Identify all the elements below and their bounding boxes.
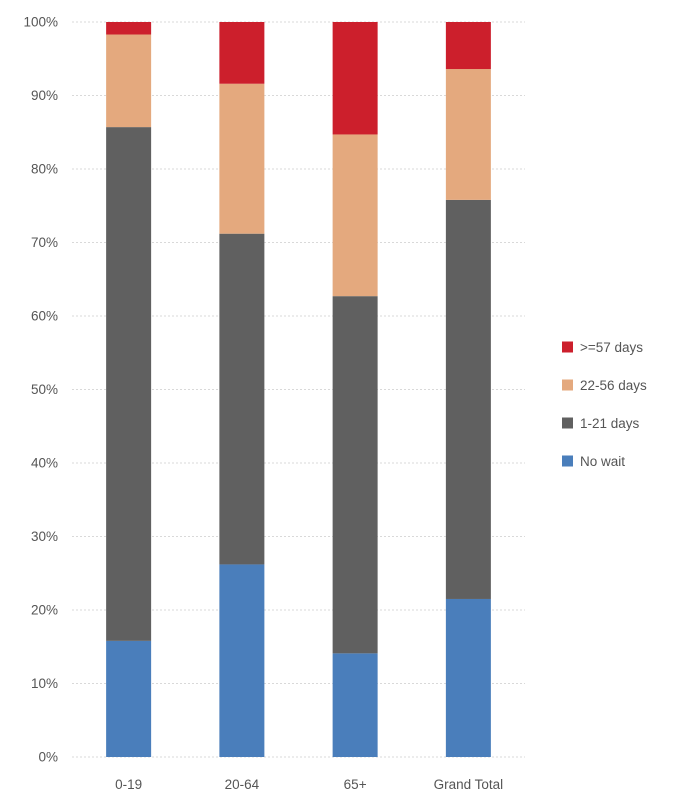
legend: >=57 days 22-56 days 1-21 days No wait [562, 340, 647, 469]
legend-swatch [562, 379, 573, 391]
y-tick-label: 10% [31, 676, 58, 691]
bar-segment [445, 598, 491, 757]
y-tick-label: 30% [31, 529, 58, 544]
legend-swatch [562, 455, 573, 467]
y-tick-label: 60% [31, 309, 58, 324]
legend-label: No wait [580, 454, 625, 469]
y-tick-label: 0% [38, 750, 58, 765]
legend-label: 22-56 days [580, 378, 647, 393]
x-tick-label: 0-19 [115, 777, 142, 792]
legend-label: 1-21 days [580, 416, 640, 431]
bar-segment [106, 34, 152, 128]
bar-segment [219, 564, 265, 757]
y-tick-label: 20% [31, 603, 58, 618]
bar-segment [445, 199, 491, 599]
bar-segment [445, 69, 491, 200]
y-tick-label: 50% [31, 382, 58, 397]
x-axis-tick-labels: 0-19 20-64 65+ Grand Total [115, 777, 503, 792]
x-tick-label: 20-64 [225, 777, 260, 792]
legend-swatch [562, 417, 573, 429]
legend-swatch [562, 341, 573, 353]
y-tick-label: 40% [31, 456, 58, 471]
x-tick-label: Grand Total [434, 777, 504, 792]
bar-segment [332, 653, 378, 757]
bar-segment [332, 22, 378, 135]
bar-segment [106, 127, 152, 641]
bar-segment [219, 83, 265, 234]
bars [106, 22, 491, 757]
bar-segment [219, 233, 265, 565]
bar-segment [219, 22, 265, 84]
bar-segment [106, 640, 152, 757]
bar-segment [332, 134, 378, 297]
bar-segment [445, 22, 491, 70]
y-tick-label: 90% [31, 88, 58, 103]
bar-segment [106, 22, 152, 35]
y-axis-tick-labels: 0% 10% 20% 30% 40% 50% 60% 70% 80% 90% 100% [23, 15, 58, 765]
x-tick-label: 65+ [344, 777, 367, 792]
y-tick-label: 70% [31, 235, 58, 250]
y-tick-label: 80% [31, 162, 58, 177]
y-tick-label: 100% [23, 15, 58, 30]
legend-label: >=57 days [580, 340, 643, 355]
bar-segment [332, 296, 378, 654]
